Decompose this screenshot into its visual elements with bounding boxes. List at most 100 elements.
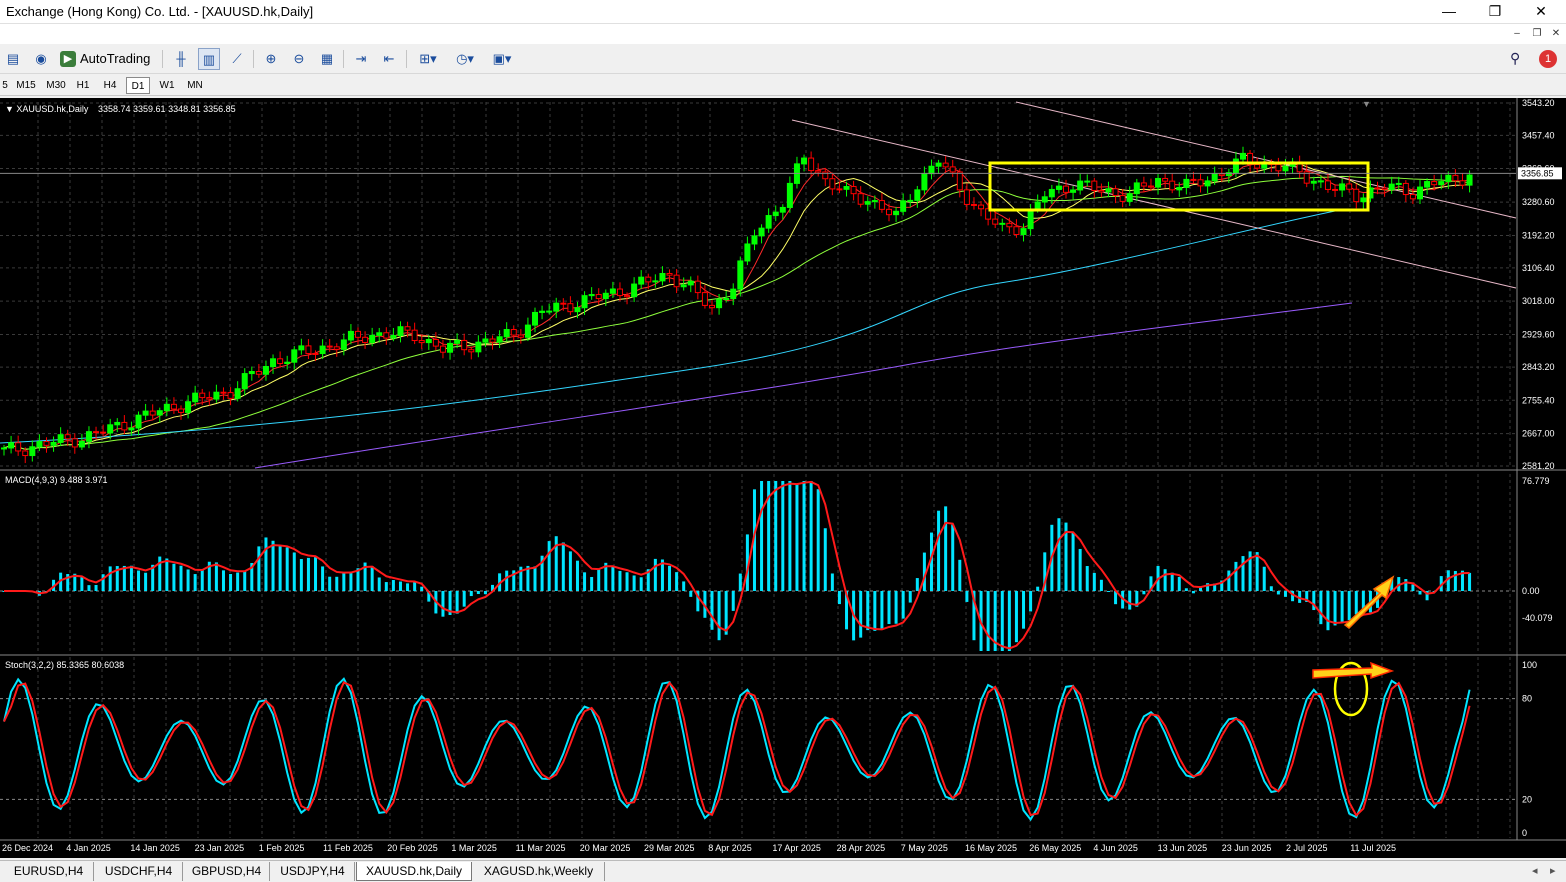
candle — [149, 410, 156, 416]
tab-eurusd-h4[interactable]: EURUSD,H4 — [4, 862, 94, 881]
date-tick-label: 28 Apr 2025 — [837, 843, 886, 853]
timeframe-w1[interactable]: W1 — [159, 80, 175, 91]
tab-gbpusd-h4[interactable]: GBPUSD,H4 — [184, 862, 270, 881]
macd-bar — [483, 591, 487, 595]
mdi-minimize-button[interactable]: – — [1514, 28, 1520, 39]
macd-bar — [448, 591, 452, 615]
tab-usdchf-h4[interactable]: USDCHF,H4 — [95, 862, 183, 881]
chart-tabs: EURUSD,H4 USDCHF,H4 GBPUSD,H4 USDJPY,H4 … — [0, 860, 1566, 882]
ma-slow-line — [3, 175, 1470, 450]
stoch-label: Stoch(3,2,2) 85.3365 80.6038 — [5, 660, 124, 670]
notification-badge[interactable]: 1 — [1539, 50, 1557, 68]
candle — [1254, 164, 1261, 169]
candle — [100, 431, 107, 434]
date-tick-label: 8 Apr 2025 — [708, 843, 752, 853]
current-price-label: 3356.85 — [1521, 168, 1554, 178]
candle — [163, 403, 170, 412]
candle — [1395, 182, 1402, 185]
tab-scroll-right-icon[interactable]: ▸ — [1550, 865, 1556, 877]
search-icon[interactable]: ⚲ — [1510, 50, 1521, 66]
autoscroll-icon[interactable]: ⇥ — [355, 51, 367, 66]
candle — [978, 204, 985, 210]
macd-bar — [1114, 591, 1118, 605]
stoch-tick-label: 0 — [1522, 828, 1527, 838]
timeframe-m15[interactable]: M15 — [16, 80, 36, 91]
macd-tick-label: -40.079 — [1522, 613, 1553, 623]
candle — [850, 186, 857, 195]
maximize-button[interactable]: ❐ — [1488, 3, 1502, 19]
macd-bar — [441, 591, 445, 617]
mdi-close-button[interactable]: ✕ — [1551, 28, 1561, 39]
timeframe-h1[interactable]: H1 — [76, 80, 90, 91]
line-chart-icon[interactable]: ⟋ — [232, 51, 242, 66]
macd-bar — [151, 564, 155, 591]
candle — [1452, 174, 1459, 182]
macd-bar — [505, 570, 509, 591]
candle — [1169, 180, 1176, 191]
macd-bar — [306, 557, 310, 591]
macd-bar — [1248, 551, 1252, 591]
candle — [900, 200, 907, 212]
macd-bar — [1036, 586, 1040, 591]
shift-marker-icon: ▼ — [1362, 99, 1371, 109]
candle — [815, 170, 822, 173]
macd-bar — [491, 584, 495, 591]
tile-icon[interactable]: ▦ — [320, 51, 334, 66]
macd-bar — [575, 560, 579, 591]
date-tick-label: 1 Mar 2025 — [451, 843, 497, 853]
timeframe-d1[interactable]: D1 — [126, 77, 150, 94]
macd-bar — [561, 542, 565, 591]
candle — [517, 334, 524, 338]
candle — [277, 358, 284, 365]
zoom-out-icon[interactable]: ⊖ — [293, 51, 305, 66]
signal-icon[interactable]: ◉ — [35, 51, 47, 66]
macd-bar — [710, 591, 714, 630]
profile-icon[interactable]: ▤ — [6, 51, 20, 66]
candle — [673, 274, 680, 288]
macd-bar — [1000, 591, 1004, 651]
minimize-button[interactable]: — — [1442, 3, 1456, 19]
macd-bar — [554, 536, 558, 591]
periods-icon[interactable]: ◷▾ — [456, 51, 474, 66]
candle — [758, 227, 765, 237]
candle — [121, 421, 128, 431]
macd-bar — [908, 591, 912, 603]
bar-chart-icon[interactable]: ╫ — [176, 51, 186, 66]
timeframe-mn[interactable]: MN — [187, 80, 203, 91]
chart-window[interactable]: 3543.203457.403369.603280.603192.203106.… — [0, 98, 1566, 858]
tab-scroll-left-icon[interactable]: ◂ — [1532, 865, 1538, 877]
candle-chart-icon[interactable]: ▥ — [198, 48, 220, 70]
macd-bar — [668, 565, 672, 591]
candle — [1225, 172, 1232, 177]
macd-bar — [568, 551, 572, 591]
tab-xauusd-daily[interactable]: XAUUSD.hk,Daily — [356, 862, 472, 881]
macd-bar — [646, 569, 650, 591]
timeframe-m30[interactable]: M30 — [46, 80, 66, 91]
macd-bar — [823, 528, 827, 591]
macd-bar — [1191, 591, 1195, 594]
macd-bar — [328, 576, 332, 591]
close-button[interactable]: ✕ — [1535, 3, 1547, 19]
candle — [1077, 180, 1084, 191]
indicators-icon[interactable]: ⊞▾ — [419, 51, 437, 66]
date-tick-label: 20 Feb 2025 — [387, 843, 438, 853]
candle — [588, 294, 595, 297]
templates-icon[interactable]: ▣▾ — [492, 51, 512, 66]
timeframe-h4[interactable]: H4 — [103, 80, 117, 91]
tab-xagusd-weekly[interactable]: XAGUSD.hk,Weekly — [473, 862, 605, 881]
mdi-restore-button[interactable]: ❐ — [1532, 28, 1542, 39]
macd-bar — [1099, 579, 1103, 591]
chart-canvas[interactable]: 3543.203457.403369.603280.603192.203106.… — [0, 98, 1566, 858]
zoom-in-icon[interactable]: ⊕ — [265, 51, 277, 66]
autotrading-button[interactable]: ▶ AutoTrading — [58, 48, 156, 70]
candle — [1034, 201, 1041, 210]
macd-bar — [158, 556, 162, 591]
macd-bar — [689, 591, 693, 597]
tab-usdjpy-h4[interactable]: USDJPY,H4 — [271, 862, 355, 881]
chart-shift-icon[interactable]: ⇤ — [383, 51, 395, 66]
candle — [1063, 185, 1069, 193]
macd-bar — [391, 580, 395, 591]
candle — [213, 391, 220, 400]
macd-bar — [1135, 591, 1139, 607]
timeframe-m5[interactable]: 5 — [2, 80, 8, 91]
